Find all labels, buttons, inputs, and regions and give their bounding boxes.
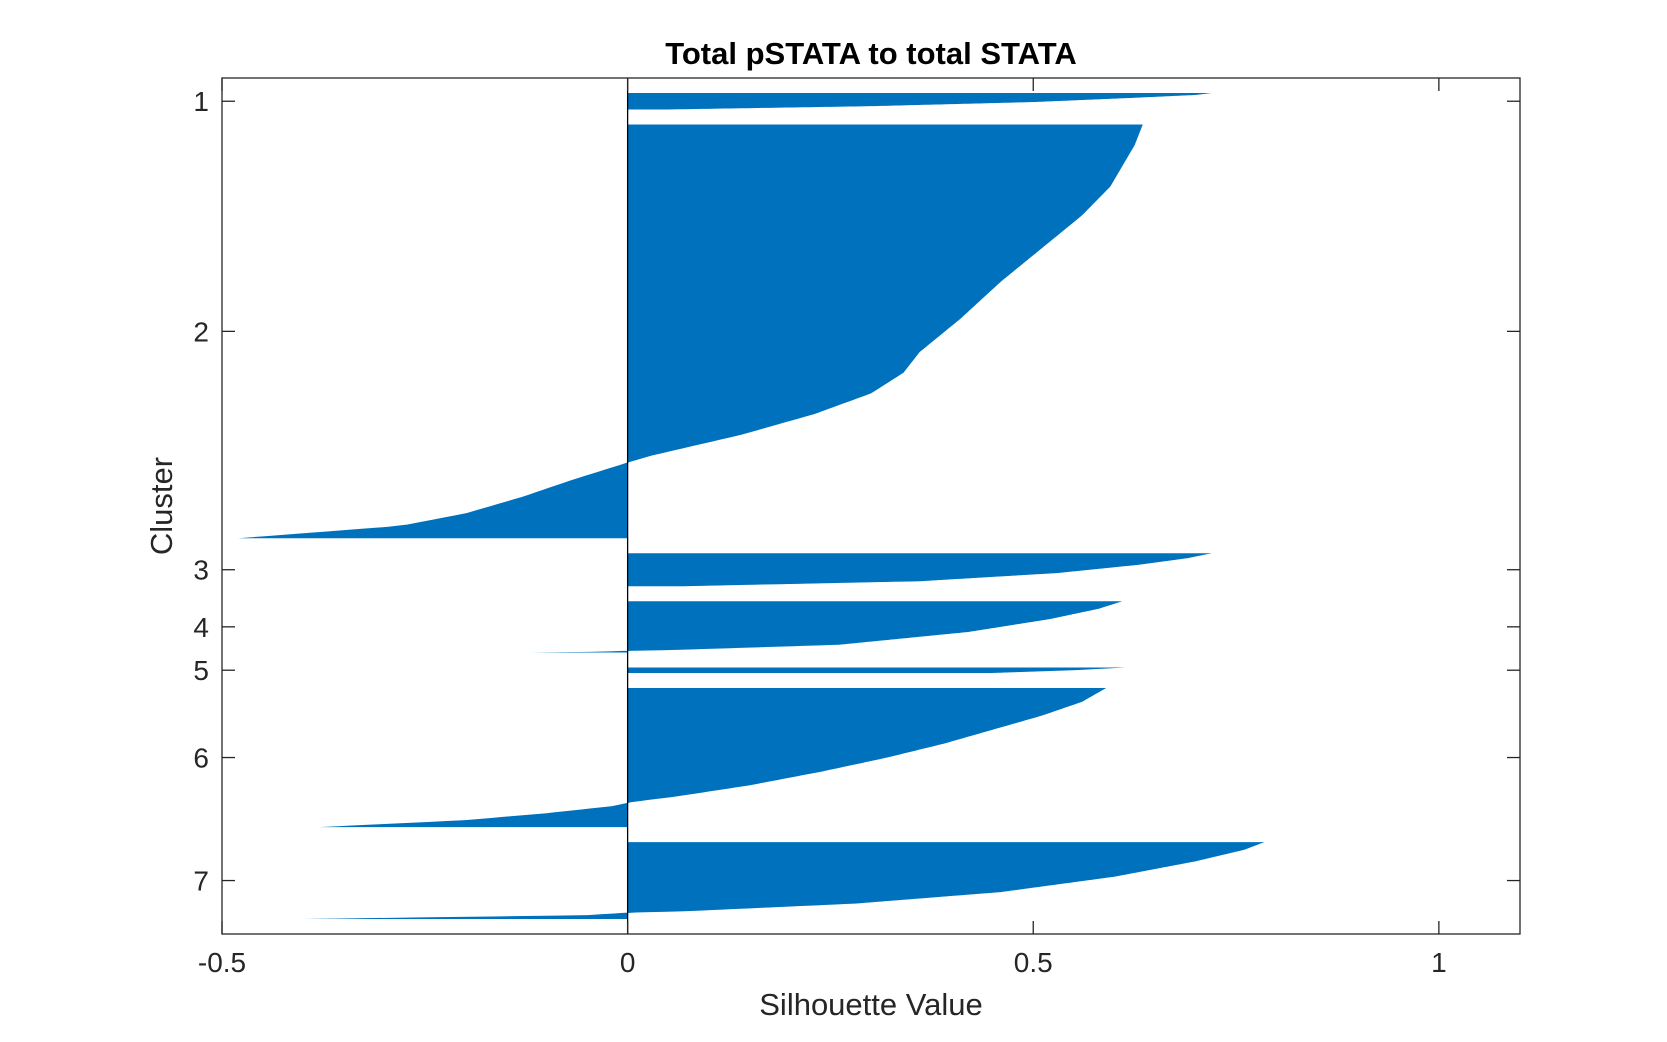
cluster-6-positive-bars (627, 687, 1107, 828)
y-tick-label: 2 (193, 316, 209, 347)
y-tick-label: 1 (193, 86, 209, 117)
cluster-3-positive-bars (627, 553, 1212, 587)
y-tick-label: 5 (193, 655, 209, 686)
axes-frame (221, 77, 1521, 935)
y-tick-label: 7 (193, 866, 209, 897)
cluster-4-positive-bars (627, 601, 1123, 653)
cluster-2-positive-bars (627, 124, 1143, 539)
x-tick-label: -0.5 (198, 947, 246, 978)
x-tick-label: 0 (620, 947, 636, 978)
cluster-7-positive-bars (627, 842, 1265, 919)
bars-group (238, 93, 1265, 919)
ticks-group: 1 2 3 4 5 6 7 -0.5 0 0.5 1 (193, 78, 1520, 978)
x-tick-label: 0.5 (1014, 947, 1053, 978)
x-axis-label: Silhouette Value (759, 987, 982, 1022)
y-tick-label: 6 (193, 743, 209, 774)
y-axis-label: Cluster (144, 457, 179, 555)
y-tick-label: 3 (193, 555, 209, 586)
cluster-5-positive-bars (627, 667, 1127, 673)
cluster-6-negative-bars (319, 687, 628, 828)
cluster-1-positive-bars (627, 93, 1212, 110)
y-tick-label: 4 (193, 612, 209, 643)
chart-title: Total pSTATA to total STATA (665, 36, 1077, 71)
cluster-2-negative-bars (238, 124, 628, 539)
x-tick-label: 1 (1431, 947, 1447, 978)
